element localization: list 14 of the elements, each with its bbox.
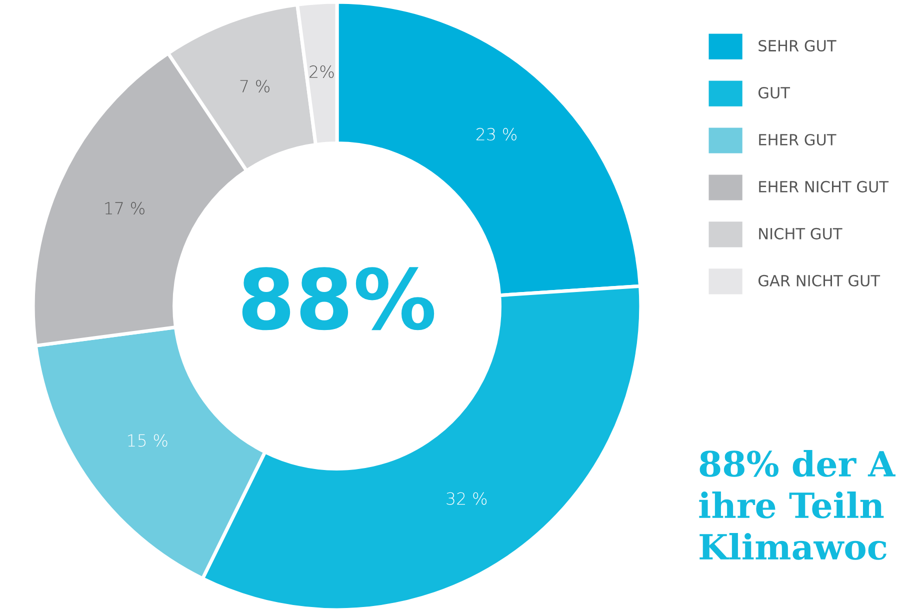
legend-label: GUT bbox=[758, 86, 790, 99]
data-label: 17 % bbox=[105, 202, 144, 215]
legend-label: EHER GUT bbox=[759, 134, 836, 146]
legend-label: GAR NICHT GUT bbox=[758, 274, 880, 286]
text: 88% bbox=[242, 267, 434, 330]
legend-label: NICHT GUT bbox=[759, 228, 842, 240]
data-label: 15 % bbox=[128, 434, 168, 447]
legend-label: SEHR GUT bbox=[758, 40, 836, 52]
data-label: 23 % bbox=[476, 128, 516, 141]
legend-label: EHER NICHT GUT bbox=[759, 180, 889, 192]
data-label: 7 % bbox=[240, 80, 270, 92]
data-label: 2% bbox=[310, 65, 334, 78]
text: 88% der A ihre Teiln Klimawoc bbox=[699, 450, 896, 560]
data-label: 32 % bbox=[446, 492, 487, 505]
